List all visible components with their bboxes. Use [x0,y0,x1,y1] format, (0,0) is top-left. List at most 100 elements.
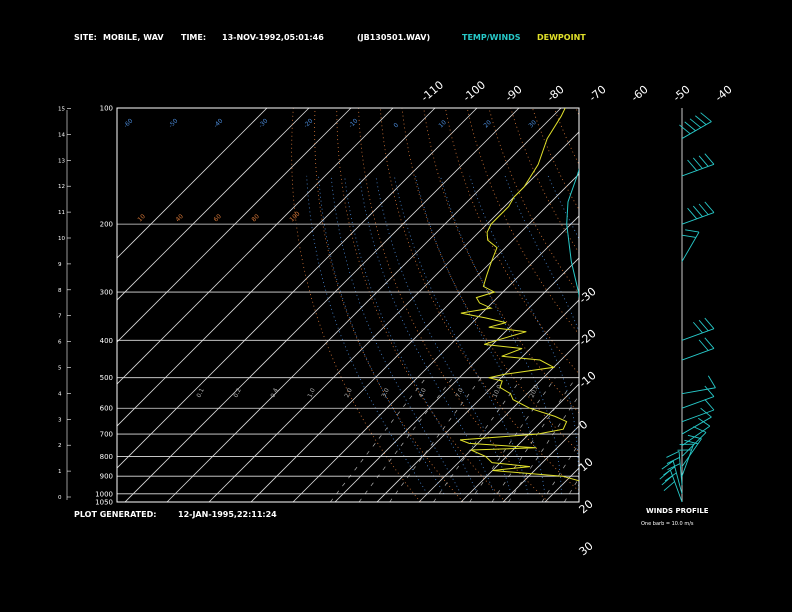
isotherm-line [292,215,579,502]
mixing-ratio-label: 0.1 [195,387,205,399]
wind-barb [687,207,698,220]
mixing-ratio-line [358,377,453,502]
dry-adiabat-label: 80 [250,213,260,223]
isotherm-line [587,108,792,502]
dry-adiabat-line [445,108,579,375]
height-tick-label: 6 [58,340,62,346]
isotherm-line [755,108,792,502]
wind-barb [682,234,697,238]
moist-adiabat-line [601,176,649,494]
wind-barb [704,317,715,329]
height-tick-label: 4 [58,391,62,397]
dry-adiabat-line [510,108,579,254]
isotherm-line [117,108,352,343]
sounding-lines [459,108,579,482]
wind-staff [681,432,707,457]
mixing-ratio-line [541,443,579,502]
dry-adiabat-label: 10 [136,213,146,223]
isotherm-line [418,341,579,502]
dry-adiabat-line [336,108,506,502]
wind-barb [663,481,675,492]
wind-barb [698,319,709,332]
isotherm-line [250,173,579,502]
mixing-ratio-line [610,378,684,502]
wind-barb [684,121,696,132]
moist-adiabat-label: -20 [302,117,314,129]
wind-staff [681,163,715,177]
height-tick-label: 5 [58,366,62,372]
plot-generated-value: 12-JAN-1995,22:11:24 [178,510,277,519]
pressure-tick-label: 300 [100,289,113,297]
dry-adiabat-line [728,108,792,502]
pressure-tick-label: 400 [100,337,113,345]
temp-winds-legend: TEMP/WINDS [462,33,521,42]
moist-adiabat-line [375,175,512,494]
winds-profile [659,108,716,503]
wind-staff [681,347,715,361]
isotherm-line [117,108,268,259]
right-isotherm-label: -10 [577,369,599,391]
wind-barb [698,417,711,427]
moist-adiabat-line [330,175,462,495]
moist-adiabat-label: 30 [527,119,537,129]
moist-adiabat-line [646,176,683,494]
mixing-ratio-label: 20.0 [528,384,540,399]
mixing-ratio-label: 2.0 [343,387,353,399]
pressure-tick-label: 200 [100,221,113,229]
dry-adiabat-line [772,108,792,502]
moist-adiabat-line [318,175,445,495]
height-tick-label: 9 [58,262,62,268]
mixing-ratio-line [508,395,579,502]
wind-barb [693,426,707,433]
plot-generated-label: PLOT GENERATED: [74,510,157,519]
dewpoint-line [459,108,579,482]
right-isotherm-label: -20 [577,327,599,349]
moist-adiabat-line [662,176,724,494]
dry-adiabat-line [423,108,579,414]
isotherm-line [208,131,579,502]
dry-adiabat-line [314,108,464,502]
wind-barb [698,203,709,215]
wind-barb [698,339,709,351]
wind-staff [681,121,712,139]
right-isotherm-label: -30 [577,285,599,307]
wind-barb [664,472,677,482]
wind-barb [666,457,680,464]
mixing-ratio-line [491,377,577,502]
isotherm-line [117,108,436,427]
wind-barb [687,159,698,171]
isotherm-line [117,108,310,301]
plot-frame [66,107,580,503]
top-isotherm-label: -90 [503,83,525,105]
isotherm-line [671,108,792,502]
wind-barb [667,463,681,471]
wind-barb [689,118,702,129]
isotherm-line [117,108,478,469]
mixing-ratio-label: 0.4 [269,387,279,399]
moist-adiabat-line [306,175,428,495]
isotherm-line [502,425,579,502]
dry-adiabat-line [291,108,421,502]
site-value: MOBILE, WAV [103,33,164,42]
mixing-ratio-label: 0.2 [232,387,242,399]
isotherm-line [460,383,579,502]
temperature-line [566,168,579,300]
dry-adiabat-line [706,108,792,502]
dry-adiabat-line [466,108,579,335]
wind-barb [692,205,703,217]
moist-adiabat-line [469,175,579,494]
height-tick-label: 15 [58,107,65,113]
moist-adiabat-line [415,175,546,494]
wind-barb [692,157,703,169]
pressure-tick-label: 800 [100,453,113,461]
height-tick-label: 2 [58,443,62,449]
isotherm-line [117,108,394,385]
dry-adiabat-line [401,108,579,453]
wind-staff [681,409,715,423]
wind-barb [704,399,715,411]
mixing-ratio-line [433,377,523,502]
mixing-ratio-label: 3.0 [380,387,390,399]
isotherm-line [124,108,520,502]
dry-adiabat-line [553,108,579,166]
pressure-tick-label: 100 [100,105,113,113]
